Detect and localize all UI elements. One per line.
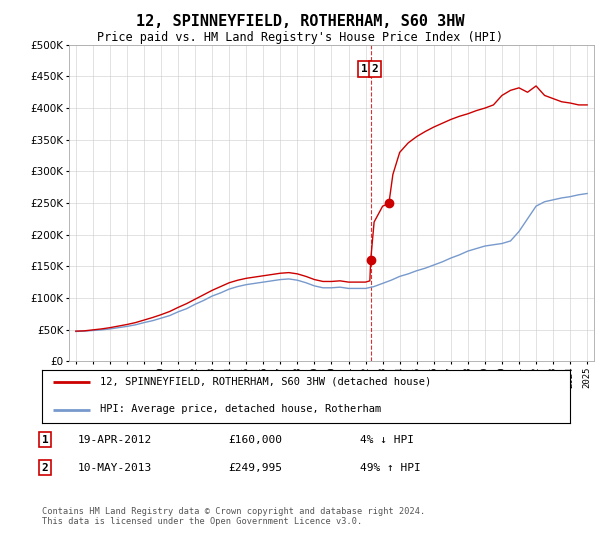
Text: 4% ↓ HPI: 4% ↓ HPI	[360, 435, 414, 445]
Text: Contains HM Land Registry data © Crown copyright and database right 2024.
This d: Contains HM Land Registry data © Crown c…	[42, 507, 425, 526]
Text: HPI: Average price, detached house, Rotherham: HPI: Average price, detached house, Roth…	[100, 404, 382, 414]
Text: £160,000: £160,000	[228, 435, 282, 445]
Text: 12, SPINNEYFIELD, ROTHERHAM, S60 3HW (detached house): 12, SPINNEYFIELD, ROTHERHAM, S60 3HW (de…	[100, 377, 431, 387]
Text: 12, SPINNEYFIELD, ROTHERHAM, S60 3HW: 12, SPINNEYFIELD, ROTHERHAM, S60 3HW	[136, 14, 464, 29]
Text: 1: 1	[361, 64, 367, 74]
Text: £249,995: £249,995	[228, 463, 282, 473]
Text: 1: 1	[41, 435, 49, 445]
Text: 10-MAY-2013: 10-MAY-2013	[78, 463, 152, 473]
Text: Price paid vs. HM Land Registry's House Price Index (HPI): Price paid vs. HM Land Registry's House …	[97, 31, 503, 44]
Text: 49% ↑ HPI: 49% ↑ HPI	[360, 463, 421, 473]
Text: 2: 2	[41, 463, 49, 473]
Text: 2: 2	[371, 64, 379, 74]
Text: 19-APR-2012: 19-APR-2012	[78, 435, 152, 445]
